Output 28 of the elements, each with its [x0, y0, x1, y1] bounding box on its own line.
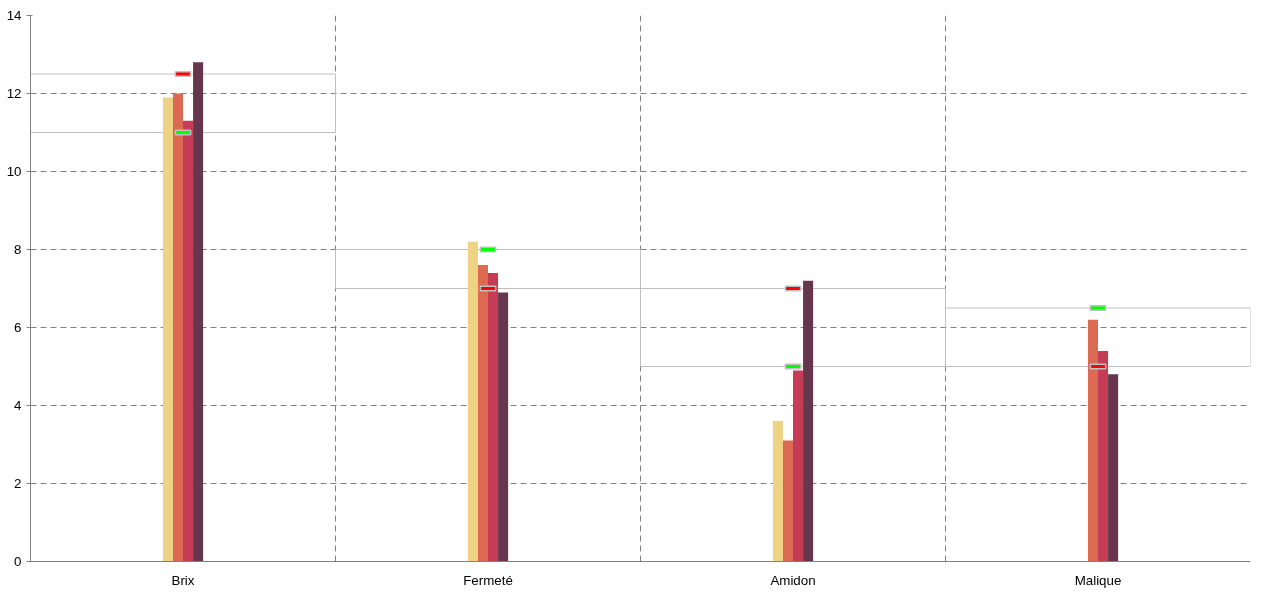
bar — [782, 440, 793, 562]
x-tick-label: Amidon — [770, 572, 816, 588]
bar — [793, 370, 804, 562]
x-tick-label: Malique — [1074, 572, 1122, 588]
y-tick-label: 14 — [6, 8, 23, 23]
y-tick-label: 8 — [14, 242, 22, 257]
y-tick-label: 2 — [14, 476, 22, 491]
bar — [172, 93, 183, 562]
bar — [30, 73, 336, 133]
bar — [193, 62, 204, 562]
y-tick-label: 4 — [14, 398, 23, 413]
y-tick-label: 0 — [14, 554, 22, 569]
bar — [477, 265, 488, 562]
bar — [467, 241, 478, 562]
bar — [1098, 350, 1109, 562]
x-tick-label: Brix — [171, 572, 195, 588]
bar — [803, 280, 814, 562]
bar — [162, 97, 173, 562]
bar — [772, 421, 783, 562]
y-tick-label: 10 — [6, 164, 22, 179]
bar — [488, 272, 499, 562]
bar — [498, 292, 509, 562]
y-tick-label: 12 — [6, 86, 22, 101]
bar — [1108, 374, 1119, 562]
bar — [1087, 319, 1098, 562]
y-tick-label: 6 — [14, 320, 22, 335]
x-tick-label: Fermeté — [463, 572, 513, 588]
bar — [183, 120, 194, 562]
